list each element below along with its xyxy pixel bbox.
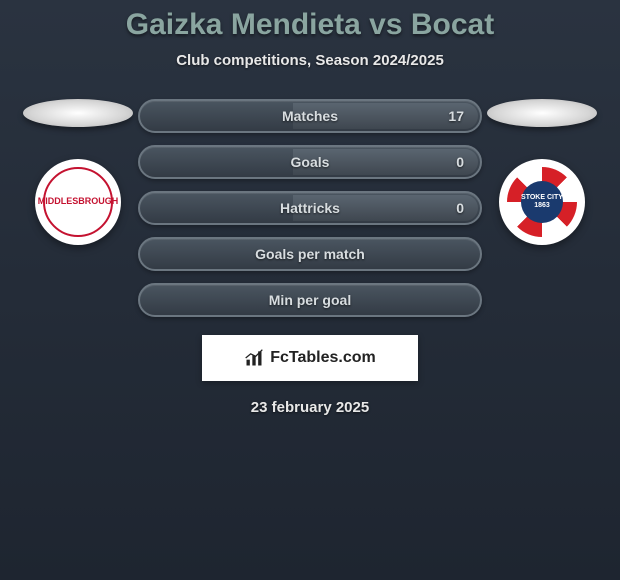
stat-row-goals: Goals 0 xyxy=(138,145,482,179)
left-column: MIDDLESBROUGH xyxy=(18,99,138,245)
club-logo-right-label: STOKE CITY 1863 xyxy=(521,194,563,209)
brand-box[interactable]: FcTables.com xyxy=(202,335,418,381)
stat-row-matches: Matches 17 xyxy=(138,99,482,133)
comparison-card: Gaizka Mendieta vs Bocat Club competitio… xyxy=(0,0,620,580)
stat-value: 0 xyxy=(456,200,464,216)
stats-column: Matches 17 Goals 0 Hattricks 0 Goals per… xyxy=(138,99,482,317)
page-title: Gaizka Mendieta vs Bocat xyxy=(126,8,494,42)
club-logo-left-label: MIDDLESBROUGH xyxy=(38,197,119,207)
brand-text: FcTables.com xyxy=(270,349,376,367)
stat-label: Goals xyxy=(140,154,480,170)
stoke-top: STOKE CITY xyxy=(521,194,563,202)
chart-icon xyxy=(244,348,264,368)
stat-label: Matches xyxy=(140,108,480,124)
club-logo-left: MIDDLESBROUGH xyxy=(35,159,121,245)
stat-value: 17 xyxy=(448,108,464,124)
player-right-avatar xyxy=(487,99,597,127)
main-row: MIDDLESBROUGH Matches 17 Goals 0 Hattric… xyxy=(0,99,620,317)
stat-row-hattricks: Hattricks 0 xyxy=(138,191,482,225)
stat-row-goals-per-match: Goals per match xyxy=(138,237,482,271)
subtitle: Club competitions, Season 2024/2025 xyxy=(176,52,444,69)
player-left-avatar xyxy=(23,99,133,127)
stat-value: 0 xyxy=(456,154,464,170)
stat-row-min-per-goal: Min per goal xyxy=(138,283,482,317)
stat-label: Min per goal xyxy=(140,292,480,308)
stat-label: Hattricks xyxy=(140,200,480,216)
stat-label: Goals per match xyxy=(140,246,480,262)
right-column: STOKE CITY 1863 xyxy=(482,99,602,245)
club-logo-right: STOKE CITY 1863 xyxy=(499,159,585,245)
date-text: 23 february 2025 xyxy=(251,399,369,416)
stoke-year: 1863 xyxy=(521,202,563,210)
